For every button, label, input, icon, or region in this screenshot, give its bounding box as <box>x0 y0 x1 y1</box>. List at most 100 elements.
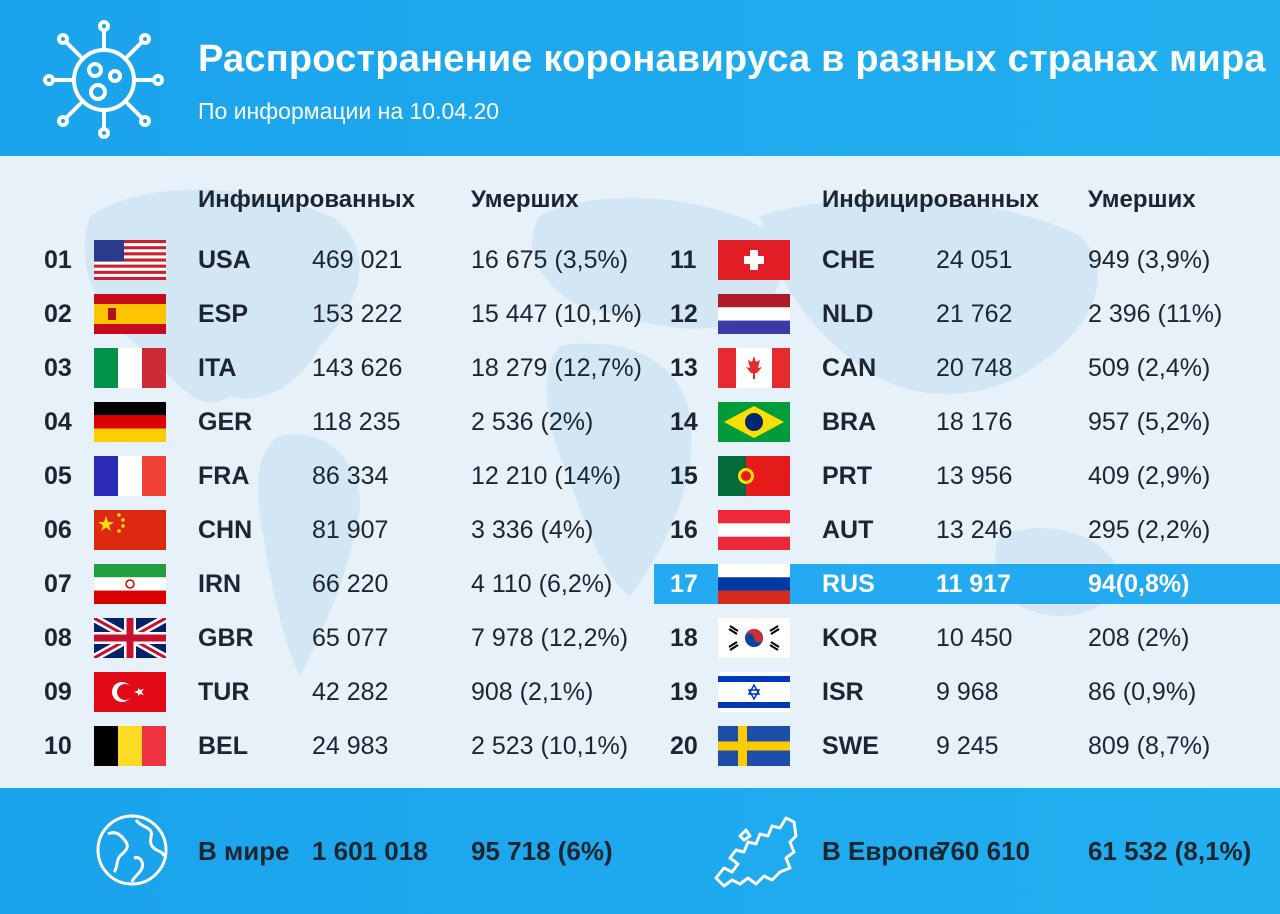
table-row: 18 KOR 10 450 208 (2%) <box>654 618 1280 658</box>
deaths-value: 86 (0,9%) <box>1088 678 1197 706</box>
table-row: 03 ITA 143 626 18 279 (12,7%) <box>0 348 642 388</box>
infected-value: 9 245 <box>936 732 999 760</box>
rank: 16 <box>670 516 698 544</box>
deaths-value: 957 (5,2%) <box>1088 408 1211 436</box>
rank: 18 <box>670 624 698 652</box>
china-flag <box>94 510 166 550</box>
infected-value: 11 917 <box>936 570 1012 598</box>
infected-value: 153 222 <box>312 300 403 328</box>
table-row: 09 TUR 42 282 908 (2,1%) <box>0 672 640 712</box>
europe-infected: 760 610 <box>936 836 1030 866</box>
table-row: 06 CHN 81 907 3 336 (4%) <box>0 510 640 550</box>
infected-value: 13 956 <box>936 462 1013 490</box>
deaths-value: 509 (2,4%) <box>1088 354 1211 382</box>
country-code: CAN <box>822 354 877 382</box>
table-row: 05 FRA 86 334 12 210 (14%) <box>0 456 640 496</box>
table-row: 15 PRT 13 956 409 (2,9%) <box>654 456 1280 496</box>
infected-value: 24 983 <box>312 732 389 760</box>
infected-value: 86 334 <box>312 462 389 490</box>
infected-value: 21 762 <box>936 300 1013 328</box>
table-row-highlighted: 17 RUS 11 917 94(0,8%) <box>654 564 1280 604</box>
rank: 12 <box>670 300 698 328</box>
left-infected-header: Инфицированных <box>198 186 415 213</box>
table-row: 04 GER 118 235 2 536 (2%) <box>0 402 640 442</box>
country-code: USA <box>198 246 251 274</box>
infected-value: 13 246 <box>936 516 1013 544</box>
table-row: 08 GBR 65 077 7 978 (12,2%) <box>0 618 640 658</box>
deaths-value: 409 (2,9%) <box>1088 462 1211 490</box>
deaths-value: 908 (2,1%) <box>471 678 594 706</box>
rank: 13 <box>670 354 698 382</box>
country-code: ESP <box>198 300 249 328</box>
brazil-flag <box>718 402 790 442</box>
country-code: BEL <box>198 732 248 760</box>
country-code: CHN <box>198 516 253 544</box>
europe-deaths: 61 532 (8,1%) <box>1088 836 1252 866</box>
deaths-value: 2 396 (11%) <box>1088 300 1223 328</box>
deaths-value: 2 536 (2%) <box>471 408 594 436</box>
infected-value: 20 748 <box>936 354 1013 382</box>
header-banner: Распространение коронавируса в разных ст… <box>0 0 1280 156</box>
country-code: GBR <box>198 624 254 652</box>
infected-value: 469 021 <box>312 246 403 274</box>
rank: 03 <box>44 354 72 382</box>
virus-icon <box>43 20 164 139</box>
table-row: 07 IRN 66 220 4 110 (6,2%) <box>0 564 640 604</box>
rank: 08 <box>44 624 72 652</box>
rank: 07 <box>44 570 72 598</box>
korea-flag <box>718 618 790 658</box>
austria-flag <box>718 510 790 550</box>
rank: 20 <box>670 732 698 760</box>
russia-flag <box>718 564 790 604</box>
page-title: Распространение коронавируса в разных ст… <box>198 38 1266 80</box>
table-row: 19 ISR 9 968 86 (0,9%) <box>654 672 1280 712</box>
rank: 04 <box>44 408 72 436</box>
rank: 19 <box>670 678 698 706</box>
germany-flag <box>94 402 166 442</box>
deaths-value: 949 (3,9%) <box>1088 246 1211 274</box>
country-code: KOR <box>822 624 878 652</box>
deaths-value: 12 210 (14%) <box>471 462 622 490</box>
spain-flag <box>94 294 166 334</box>
deaths-value: 809 (8,7%) <box>1088 732 1211 760</box>
left-deaths-header: Умерших <box>471 186 579 213</box>
table-row: 20 SWE 9 245 809 (8,7%) <box>654 726 1280 766</box>
country-code: ISR <box>822 678 864 706</box>
europe-map-icon <box>714 816 798 888</box>
switzerland-flag <box>718 240 790 280</box>
sweden-flag <box>718 726 790 766</box>
infected-value: 143 626 <box>312 354 403 382</box>
country-code: CHE <box>822 246 875 274</box>
table-row: 11 CHE 24 051 949 (3,9%) <box>654 240 1280 280</box>
world-label: В мире <box>198 836 290 866</box>
country-code: BRA <box>822 408 877 436</box>
uk-flag <box>94 618 166 658</box>
deaths-value: 3 336 (4%) <box>471 516 594 544</box>
infected-value: 118 235 <box>312 408 401 436</box>
belgium-flag <box>94 726 166 766</box>
country-code: PRT <box>822 462 872 490</box>
footer-totals <box>0 788 1280 914</box>
france-flag <box>94 456 166 496</box>
rank: 11 <box>670 246 697 274</box>
country-code: GER <box>198 408 253 436</box>
deaths-value: 16 675 (3,5%) <box>471 246 629 274</box>
infected-value: 18 176 <box>936 408 1013 436</box>
usa-flag <box>94 240 166 280</box>
table-row: 10 BEL 24 983 2 523 (10,1%) <box>0 726 640 766</box>
infected-value: 66 220 <box>312 570 389 598</box>
deaths-value: 208 (2%) <box>1088 624 1190 652</box>
rank: 06 <box>44 516 72 544</box>
country-code: IRN <box>198 570 242 598</box>
country-code: ITA <box>198 354 237 382</box>
table-row: 02 ESP 153 222 15 447 (10,1%) <box>0 294 642 334</box>
country-code: RUS <box>822 570 875 598</box>
country-code: TUR <box>198 678 250 706</box>
rank: 05 <box>44 462 72 490</box>
infected-value: 10 450 <box>936 624 1013 652</box>
deaths-value: 7 978 (12,2%) <box>471 624 629 652</box>
israel-flag <box>718 672 790 712</box>
infected-value: 65 077 <box>312 624 389 652</box>
right-infected-header: Инфицированных <box>822 186 1039 213</box>
iran-flag <box>94 564 166 604</box>
